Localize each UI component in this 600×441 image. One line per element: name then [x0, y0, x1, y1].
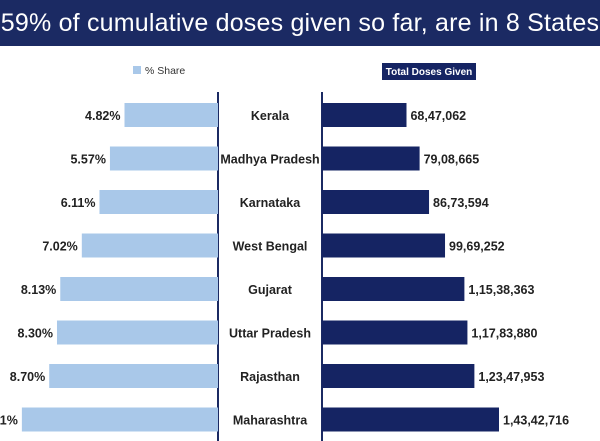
- category-label-rajasthan: Rajasthan: [240, 370, 300, 384]
- doses-bar-rajasthan: [322, 364, 475, 388]
- doses-bar-karnataka: [322, 190, 430, 214]
- share-label-kerala: 4.82%: [85, 109, 120, 123]
- doses-label-rajasthan: 1,23,47,953: [478, 370, 544, 384]
- doses-label-maharashtra: 1,43,42,716: [503, 414, 569, 428]
- category-label-gujarat: Gujarat: [248, 283, 293, 297]
- chart-title-banner: 59% of cumulative doses given so far, ar…: [0, 0, 600, 46]
- doses-bar-maharashtra: [322, 407, 499, 432]
- doses-label-kerala: 68,47,062: [410, 109, 466, 123]
- category-label-madhya-pradesh: Madhya Pradesh: [220, 153, 319, 167]
- legend-doses: Total Doses Given: [382, 63, 476, 80]
- share-bar-rajasthan: [49, 364, 218, 388]
- share-bar-gujarat: [60, 277, 218, 301]
- doses-label-gujarat: 1,15,38,363: [468, 283, 534, 297]
- category-label-west-bengal: West Bengal: [233, 240, 308, 254]
- doses-label-west-bengal: 99,69,252: [449, 240, 505, 254]
- share-bar-west-bengal: [81, 233, 218, 258]
- category-label-kerala: Kerala: [251, 109, 290, 123]
- doses-bar-madhya-pradesh: [322, 146, 420, 171]
- doses-label-madhya-pradesh: 79,08,665: [424, 153, 480, 167]
- category-label-uttar-pradesh: Uttar Pradesh: [229, 327, 311, 341]
- doses-bar-uttar-pradesh: [322, 320, 468, 345]
- share-bar-uttar-pradesh: [56, 320, 219, 345]
- share-label-madhya-pradesh: 5.57%: [70, 153, 105, 167]
- doses-bar-kerala: [322, 103, 407, 127]
- legend-doses-label: Total Doses Given: [386, 67, 473, 78]
- doses-label-karnataka: 86,73,594: [433, 196, 489, 210]
- share-label-west-bengal: 7.02%: [42, 240, 77, 254]
- chart-title: 59% of cumulative doses given so far, ar…: [0, 8, 600, 37]
- share-bar-maharashtra: [21, 407, 219, 432]
- doses-bar-west-bengal: [322, 233, 446, 258]
- category-label-karnataka: Karnataka: [240, 196, 301, 210]
- share-label-rajasthan: 8.70%: [10, 370, 45, 384]
- share-label-gujarat: 8.13%: [21, 283, 56, 297]
- doses-bar-gujarat: [322, 277, 465, 301]
- legend-doses-box: [382, 63, 476, 80]
- category-label-maharashtra: Maharashtra: [233, 414, 308, 428]
- share-label-uttar-pradesh: 8.30%: [18, 327, 53, 341]
- share-bar-karnataka: [99, 190, 218, 214]
- legend-share: % Share: [133, 65, 185, 77]
- legend-share-swatch: [133, 66, 141, 74]
- legend-share-label: % Share: [145, 65, 185, 77]
- doses-label-uttar-pradesh: 1,17,83,880: [471, 327, 537, 341]
- share-bar-kerala: [124, 103, 218, 127]
- share-bar-madhya-pradesh: [109, 146, 218, 171]
- share-label-maharashtra: 10.11%: [0, 414, 18, 428]
- share-label-karnataka: 6.11%: [61, 196, 96, 210]
